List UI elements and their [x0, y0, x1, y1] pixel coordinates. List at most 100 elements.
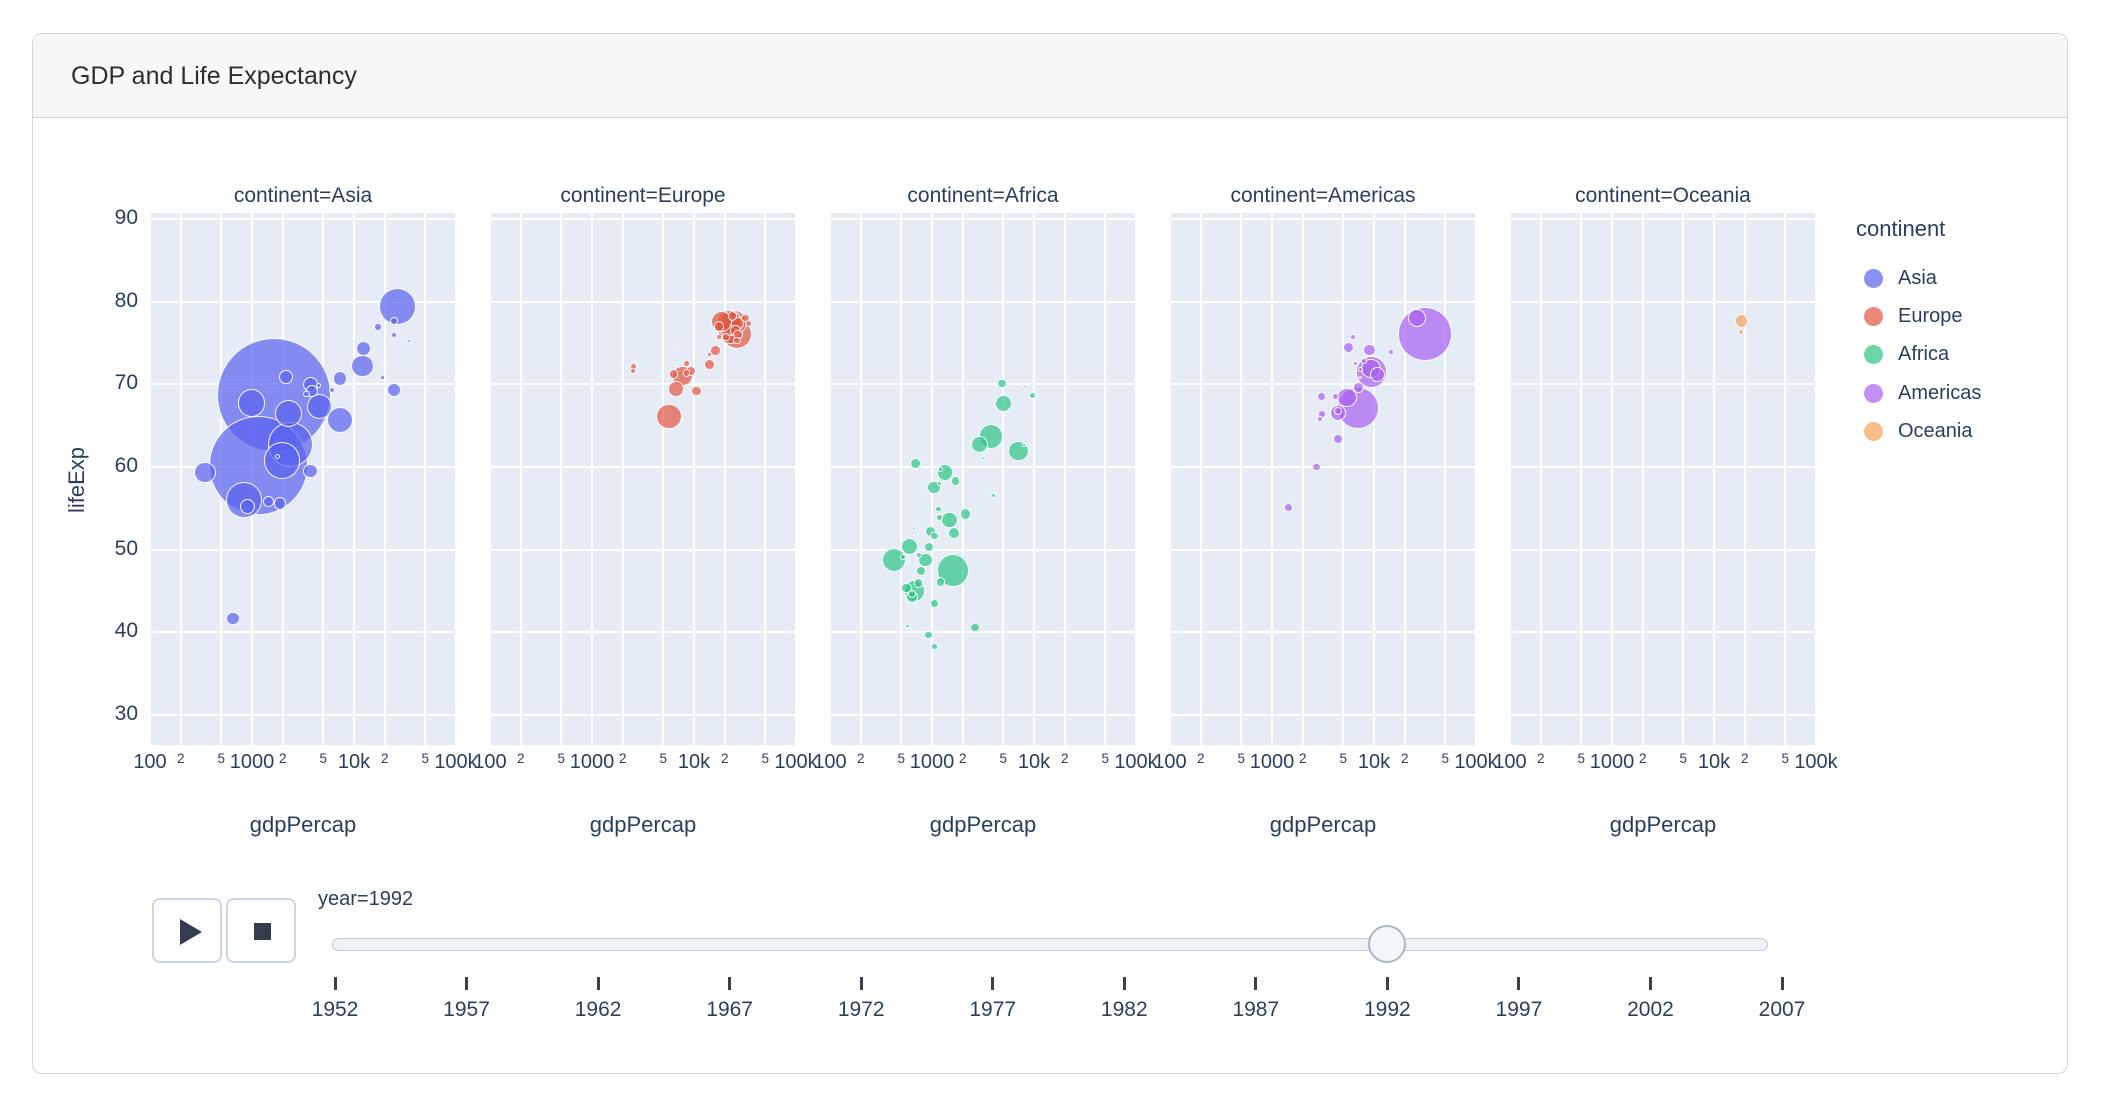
bubble[interactable] — [990, 492, 997, 498]
bubble[interactable] — [682, 360, 691, 368]
bubble[interactable] — [901, 582, 912, 594]
bubble[interactable] — [1734, 314, 1749, 329]
bubble[interactable] — [656, 403, 682, 430]
bubble[interactable] — [676, 342, 680, 346]
bubble[interactable] — [1358, 375, 1363, 380]
bubble[interactable] — [237, 389, 266, 418]
bubble[interactable] — [387, 383, 402, 397]
bubble[interactable] — [907, 589, 916, 598]
bubble[interactable] — [303, 464, 318, 479]
bubble[interactable] — [916, 551, 923, 558]
bubble[interactable] — [275, 453, 281, 459]
bubble[interactable] — [913, 577, 924, 588]
bubble[interactable] — [1358, 366, 1364, 372]
bubble[interactable] — [938, 467, 943, 472]
bubble[interactable] — [713, 320, 725, 332]
bubble[interactable] — [1316, 415, 1324, 423]
bubble[interactable] — [1387, 348, 1395, 356]
bubble[interactable] — [916, 566, 926, 577]
bubble[interactable] — [924, 630, 933, 640]
bubble[interactable] — [905, 623, 910, 629]
play-button[interactable] — [152, 898, 222, 963]
slider-year-1957[interactable]: 1957 — [443, 998, 490, 1021]
bubble[interactable] — [969, 622, 980, 633]
slider-handle[interactable] — [1368, 925, 1407, 963]
bubble[interactable] — [937, 554, 970, 587]
bubble[interactable] — [930, 531, 939, 540]
bubble[interactable] — [1284, 503, 1294, 512]
bubble[interactable] — [682, 368, 691, 377]
bubble[interactable] — [971, 436, 989, 454]
bubble[interactable] — [935, 577, 946, 587]
bubble[interactable] — [374, 323, 382, 331]
bubble[interactable] — [733, 309, 737, 314]
slider-year-2007[interactable]: 2007 — [1758, 998, 1806, 1021]
bubble[interactable] — [390, 317, 399, 326]
slider-year-1962[interactable]: 1962 — [574, 998, 622, 1021]
bubble[interactable] — [707, 352, 712, 357]
bubble[interactable] — [391, 331, 398, 338]
bubble[interactable] — [1331, 393, 1340, 401]
bubble[interactable] — [997, 378, 1008, 389]
bubble[interactable] — [733, 336, 741, 345]
bubble[interactable] — [1353, 382, 1365, 394]
bubble[interactable] — [1407, 309, 1426, 327]
slider-year-1992[interactable]: 1992 — [1364, 998, 1411, 1021]
bubble[interactable] — [900, 554, 907, 561]
bubble[interactable] — [1028, 392, 1036, 400]
bubble[interactable] — [881, 547, 906, 572]
year-slider-track[interactable] — [332, 938, 1768, 951]
bubble[interactable] — [951, 476, 961, 486]
bubble[interactable] — [1369, 366, 1385, 382]
slider-year-1982[interactable]: 1982 — [1100, 998, 1148, 1021]
bubble[interactable] — [332, 371, 348, 386]
bubble[interactable] — [727, 311, 738, 322]
bubble[interactable] — [303, 390, 310, 398]
bubble[interactable] — [710, 345, 721, 356]
bubble[interactable] — [1023, 384, 1027, 389]
bubble[interactable] — [315, 382, 321, 388]
bubble[interactable] — [1349, 334, 1356, 341]
bubble[interactable] — [912, 526, 916, 530]
legend-item-europe[interactable]: Europe — [1856, 305, 2026, 329]
slider-year-1987[interactable]: 1987 — [1232, 998, 1280, 1021]
bubble[interactable] — [941, 511, 959, 529]
bubble[interactable] — [1342, 342, 1354, 354]
slider-year-1997[interactable]: 1997 — [1495, 998, 1543, 1021]
bubble[interactable] — [262, 496, 274, 508]
slider-year-2002[interactable]: 2002 — [1627, 998, 1674, 1021]
bubble[interactable] — [239, 499, 255, 515]
bubble[interactable] — [948, 527, 961, 540]
bubble[interactable] — [1045, 453, 1050, 458]
bubble[interactable] — [923, 542, 934, 553]
bubble[interactable] — [194, 462, 216, 484]
bubble[interactable] — [901, 537, 919, 556]
bubble[interactable] — [918, 552, 933, 567]
bubble[interactable] — [263, 442, 301, 479]
bubble[interactable] — [935, 505, 942, 513]
bubble[interactable] — [1334, 406, 1342, 415]
legend-item-americas[interactable]: Americas — [1856, 382, 2026, 406]
legend-item-oceania[interactable]: Oceania — [1856, 420, 2026, 444]
bubble[interactable] — [1353, 360, 1359, 367]
bubble[interactable] — [994, 394, 1013, 412]
bubble[interactable] — [722, 333, 730, 341]
bubble[interactable] — [668, 369, 679, 380]
bubble[interactable] — [329, 387, 335, 394]
legend-item-africa[interactable]: Africa — [1856, 343, 2026, 367]
bubble[interactable] — [380, 361, 385, 365]
bubble[interactable] — [273, 497, 287, 510]
bubble[interactable] — [407, 339, 412, 344]
bubble[interactable] — [959, 508, 972, 520]
bubble[interactable] — [931, 643, 939, 650]
bubble[interactable] — [274, 399, 303, 427]
bubble[interactable] — [930, 599, 939, 608]
slider-year-1952[interactable]: 1952 — [311, 998, 359, 1021]
bubble[interactable] — [1363, 344, 1376, 357]
bubble[interactable] — [1737, 329, 1745, 336]
bubble[interactable] — [326, 406, 353, 433]
legend-item-asia[interactable]: Asia — [1856, 267, 2026, 291]
bubble[interactable] — [981, 455, 986, 460]
bubble[interactable] — [1312, 462, 1322, 472]
slider-year-1972[interactable]: 1972 — [837, 998, 885, 1021]
